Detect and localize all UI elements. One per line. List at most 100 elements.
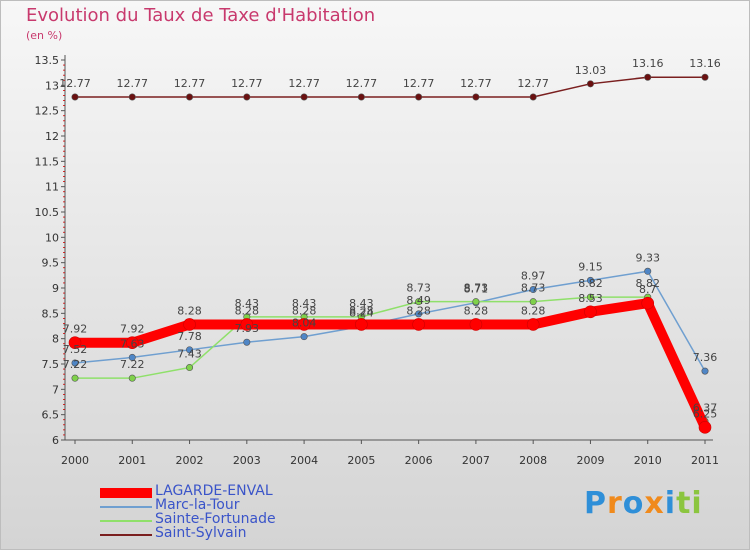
series-point	[357, 93, 365, 101]
y-tick-label: 10	[45, 231, 59, 244]
series-point	[355, 318, 368, 331]
data-label: 8.24	[349, 307, 374, 320]
data-label: 7.63	[120, 337, 145, 350]
data-label: 8.73	[406, 282, 431, 295]
logo-letter: r	[607, 486, 623, 521]
y-tick-label: 8	[52, 333, 59, 346]
series-point	[586, 80, 594, 88]
data-label: 9.33	[635, 251, 660, 264]
data-label: 7.78	[177, 330, 202, 343]
data-label: 12.77	[460, 77, 492, 90]
x-tick-label: 2002	[176, 454, 204, 467]
x-tick-label: 2003	[233, 454, 261, 467]
legend-label: Saint-Sylvain	[155, 525, 247, 541]
series-point	[68, 336, 82, 350]
legend-label: LAGARDE-ENVAL	[155, 483, 273, 499]
series-point	[240, 318, 254, 331]
data-label: 7.43	[177, 348, 202, 361]
logo-letter: i	[664, 486, 677, 521]
legend-swatch	[100, 488, 152, 498]
series-point	[701, 73, 709, 81]
series-point	[128, 353, 136, 361]
data-label: 6.37	[693, 401, 718, 414]
data-label: 12.77	[517, 77, 549, 90]
data-labels: 12.77 12.77 12.77 12.77 12.77 12.77 12.77 12.77…	[59, 57, 721, 420]
data-label: 12.77	[174, 77, 206, 90]
data-label: 12.77	[231, 77, 263, 90]
series-point	[698, 421, 712, 434]
series-point	[297, 318, 311, 331]
data-label: 8.28	[521, 304, 546, 317]
series-lines	[68, 73, 712, 434]
data-label: 8.7	[639, 283, 657, 296]
legend-item: Saint-Sylvain	[100, 525, 400, 542]
series-point	[243, 338, 251, 346]
data-label: 13.16	[689, 57, 721, 70]
series-point	[186, 93, 194, 101]
series-point	[469, 318, 483, 331]
data-label: 8.82	[578, 277, 603, 290]
y-tick-label: 8.5	[42, 307, 60, 320]
chart-title: Evolution du Taux de Taxe d'Habitation	[26, 5, 376, 26]
x-tick-label: 2006	[405, 454, 433, 467]
data-label: 8.71	[464, 283, 489, 296]
y-tick-label: 11.5	[35, 155, 60, 168]
y-tick-label: 7	[52, 383, 59, 396]
series-point	[701, 367, 709, 375]
series-line	[74, 76, 706, 98]
series-point	[644, 267, 652, 275]
legend-item: Marc-la-Tour	[100, 497, 400, 514]
axes: 6 6.5 7 7.5 8 8.5 9 9.5 10 10.5 11 11.5 12 12.5 13 13.5…	[35, 54, 720, 467]
series-point	[584, 305, 597, 319]
series-line	[74, 296, 706, 423]
data-label: 8.43	[235, 297, 260, 310]
legend-item: LAGARDE-ENVAL	[100, 483, 400, 500]
data-label: 8.49	[406, 294, 431, 307]
data-label: 13.03	[575, 64, 607, 77]
series-point	[300, 333, 308, 341]
x-tick-label: 2005	[347, 454, 375, 467]
data-label: 8.82	[635, 277, 660, 290]
x-tick-label: 2000	[61, 454, 89, 467]
x-tick-label: 2010	[634, 454, 662, 467]
data-label: 6.25	[693, 407, 718, 420]
series-point	[644, 73, 652, 81]
series-point	[183, 318, 196, 331]
x-tick-label: 2009	[576, 454, 604, 467]
series-point	[71, 359, 79, 367]
logo-letter: i	[691, 486, 703, 521]
data-label: 7.93	[235, 322, 260, 335]
data-label: 12.77	[59, 77, 91, 90]
legend-label: Marc-la-Tour	[155, 497, 240, 513]
y-tick-label: 9	[52, 282, 59, 295]
data-label: 8.43	[292, 297, 317, 310]
legend-swatch	[100, 506, 152, 508]
data-label: 8.28	[292, 304, 317, 317]
y-tick-label: 12.5	[35, 105, 60, 118]
series-point	[641, 296, 655, 310]
data-label: 7.36	[693, 351, 718, 364]
logo-letter: t	[676, 486, 692, 521]
series-point	[529, 286, 537, 294]
data-label: 8.73	[521, 282, 546, 295]
series-point	[71, 374, 79, 382]
data-label: 7.92	[63, 323, 88, 336]
legend-item: Sainte-Fortunade	[100, 511, 400, 528]
data-label: 8.97	[521, 270, 546, 283]
x-tick-label: 2001	[118, 454, 146, 467]
data-label: 12.77	[288, 77, 320, 90]
data-label: 7.52	[63, 343, 88, 356]
x-tick-label: 2007	[462, 454, 490, 467]
data-label: 8.28	[349, 304, 374, 317]
y-unit-label: (en %)	[26, 29, 63, 42]
x-tick-label: 2011	[691, 454, 719, 467]
series-point	[186, 346, 194, 354]
series-point	[415, 310, 423, 318]
y-tick-label: 11	[45, 181, 59, 194]
series-point	[300, 93, 308, 101]
series-point	[586, 276, 594, 284]
data-label: 12.77	[117, 77, 149, 90]
x-tick-label: 2008	[519, 454, 547, 467]
series-point	[128, 374, 136, 382]
